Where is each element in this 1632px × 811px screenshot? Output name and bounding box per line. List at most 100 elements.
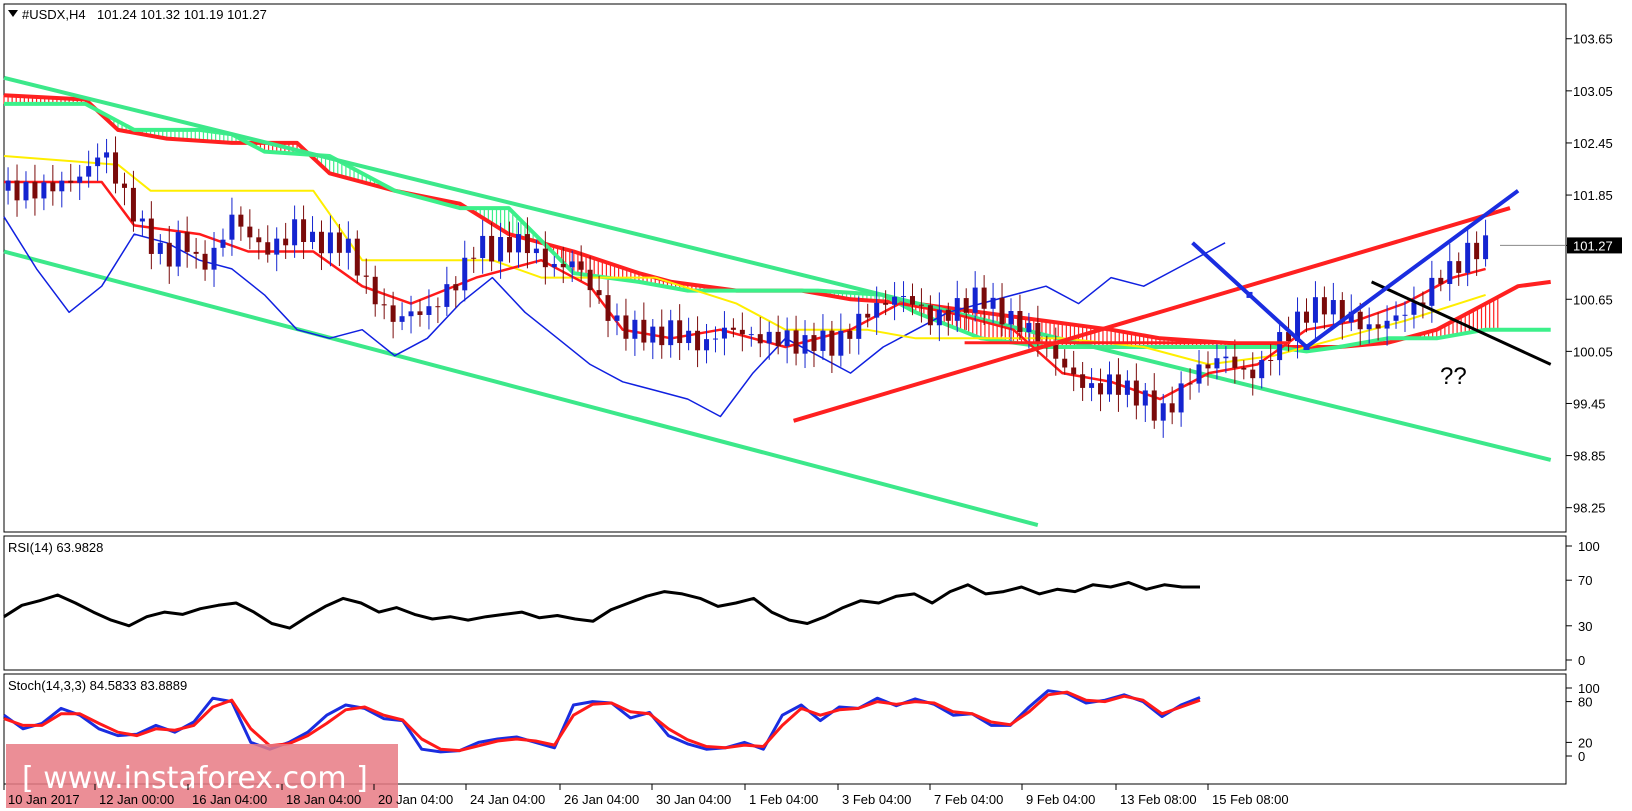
candle-body	[1483, 235, 1489, 260]
projection-point	[1246, 291, 1253, 298]
rsi-tick-label: 100	[1578, 539, 1600, 554]
candle-body	[489, 235, 495, 262]
candle-body	[712, 338, 718, 340]
candle-body	[327, 232, 333, 254]
candle-body	[766, 331, 772, 344]
candle-body	[1339, 300, 1345, 323]
candle-body	[569, 261, 575, 268]
candle-body	[256, 237, 262, 243]
candle-body	[668, 320, 674, 346]
candle-body	[50, 182, 56, 192]
candle-body	[1429, 277, 1435, 306]
candle-body	[578, 261, 584, 270]
candle-body	[283, 238, 289, 246]
candle-body	[1357, 311, 1363, 330]
candle-body	[453, 284, 459, 291]
candle-body	[1071, 367, 1077, 375]
candle-body	[1205, 364, 1211, 369]
candle-body	[1384, 320, 1390, 329]
candle-body	[614, 315, 620, 321]
candle-body	[1259, 359, 1265, 379]
candle-body	[954, 298, 960, 321]
candle-body	[757, 334, 763, 344]
candle-body	[999, 297, 1005, 325]
projection-point	[1303, 344, 1310, 351]
price-tick-label: 102.45	[1573, 136, 1613, 151]
candle-body	[551, 263, 557, 268]
candle-body	[1402, 314, 1408, 316]
bullish-projection-line	[1191, 189, 1520, 349]
candle-body	[515, 234, 521, 253]
candle-body	[1223, 356, 1229, 359]
rsi-tick-label: 30	[1578, 619, 1592, 634]
candle-body	[1178, 383, 1184, 413]
candle-body	[856, 313, 862, 339]
pane-collapse-triangle-icon[interactable]	[8, 10, 18, 17]
candle-body	[220, 239, 226, 248]
candle-body	[113, 152, 119, 184]
candle-body	[238, 214, 244, 227]
candle-body	[354, 238, 360, 276]
candle-body	[86, 166, 92, 177]
candle-body	[1241, 367, 1247, 370]
candlesticks	[5, 136, 1489, 438]
price-tick-label: 103.05	[1573, 84, 1613, 99]
candle-body	[157, 242, 163, 254]
candle-body	[874, 302, 880, 318]
candle-body	[1169, 403, 1175, 413]
candle-body	[704, 339, 710, 351]
candle-body	[95, 157, 101, 167]
candle-body	[417, 311, 423, 315]
candle-body	[963, 298, 969, 313]
candle-body	[292, 219, 298, 246]
candle-body	[121, 183, 127, 188]
candle-body	[184, 232, 190, 252]
candle-body	[1465, 242, 1471, 273]
candle-body	[498, 237, 504, 262]
candle-body	[560, 263, 566, 268]
price-tick-label: 101.85	[1573, 188, 1613, 203]
candle-body	[1312, 297, 1318, 323]
time-tick-label: 16 Jan 04:00	[192, 792, 267, 807]
time-tick-label: 1 Feb 04:00	[749, 792, 818, 807]
rsi-label: RSI(14) 63.9828	[8, 540, 103, 555]
price-pane[interactable]: #USDX,H4 101.24 101.32 101.19 101.27 ?? …	[3, 3, 1622, 533]
candle-body	[739, 329, 745, 335]
candle-body	[945, 309, 951, 321]
candle-body	[1321, 297, 1327, 315]
candle-body	[1151, 390, 1157, 421]
candle-body	[229, 214, 235, 240]
candle-body	[909, 296, 915, 305]
candle-body	[1375, 324, 1381, 329]
senkou-span-b-line	[4, 101, 1551, 354]
candle-body	[5, 180, 11, 191]
candle-body	[686, 330, 692, 344]
candle-body	[1295, 311, 1301, 342]
candle-body	[892, 296, 898, 305]
time-tick-label: 18 Jan 04:00	[286, 792, 361, 807]
candle-body	[838, 330, 844, 356]
candle-body	[1098, 383, 1104, 395]
candle-body	[990, 297, 996, 309]
candle-body	[139, 218, 145, 222]
candle-body	[1106, 374, 1112, 395]
candle-body	[533, 248, 539, 254]
rsi-tick-label: 70	[1578, 573, 1592, 588]
stochastic-tick-label: 100	[1578, 681, 1600, 696]
candle-body	[524, 234, 530, 254]
candle-body	[542, 248, 548, 268]
candle-body	[247, 226, 253, 238]
candle-body	[587, 269, 593, 291]
rsi-pane[interactable]: RSI(14) 63.9828 100 70 30 0	[3, 535, 1600, 671]
candle-body	[918, 304, 924, 306]
time-tick-label: 3 Feb 04:00	[842, 792, 911, 807]
candle-body	[632, 319, 638, 339]
candle-body	[972, 287, 978, 313]
rsi-pane-frame	[3, 535, 1567, 671]
candle-body	[1268, 359, 1274, 361]
candle-body	[1035, 323, 1041, 344]
candle-body	[927, 305, 933, 326]
watermark-banner	[6, 744, 398, 808]
candle-body	[175, 232, 181, 267]
